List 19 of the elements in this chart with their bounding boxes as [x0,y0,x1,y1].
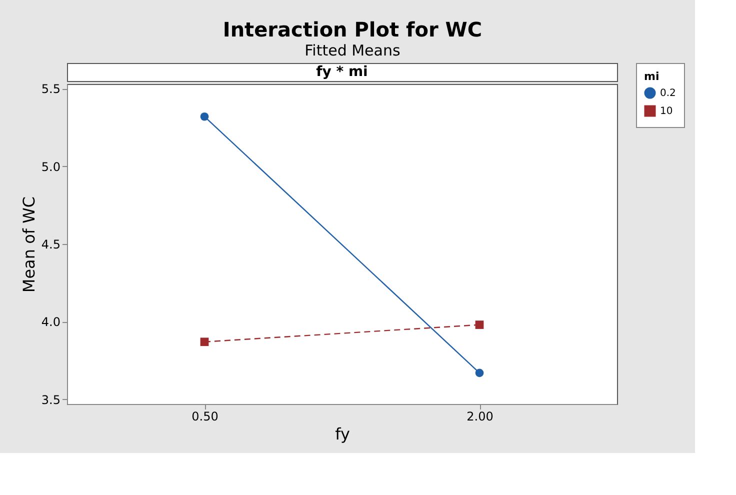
x-tick-label: 0.50 [192,410,218,424]
y-axis-title: Mean of WC [19,196,38,293]
x-axis-title: fy [335,424,350,444]
y-tick-label: 3.5 [41,392,60,407]
y-tick-label: 5.5 [41,82,60,96]
y-tick-label: 5.0 [41,160,60,174]
point [200,338,209,346]
legend-label: 10 [660,106,673,117]
legend-title: mi [644,70,660,83]
y-tick-label: 4.5 [41,238,60,252]
point [475,368,484,378]
point [200,112,209,121]
x-tick-label: 2.00 [466,410,494,424]
point [475,320,484,329]
chart-title: Interaction Plot for WC [222,18,482,42]
chart-subtitle: Fitted Means [304,42,400,60]
y-tick-label: 4.0 [41,315,60,330]
text: fy * mi [316,64,368,80]
legend-label: 0.2 [660,88,676,99]
